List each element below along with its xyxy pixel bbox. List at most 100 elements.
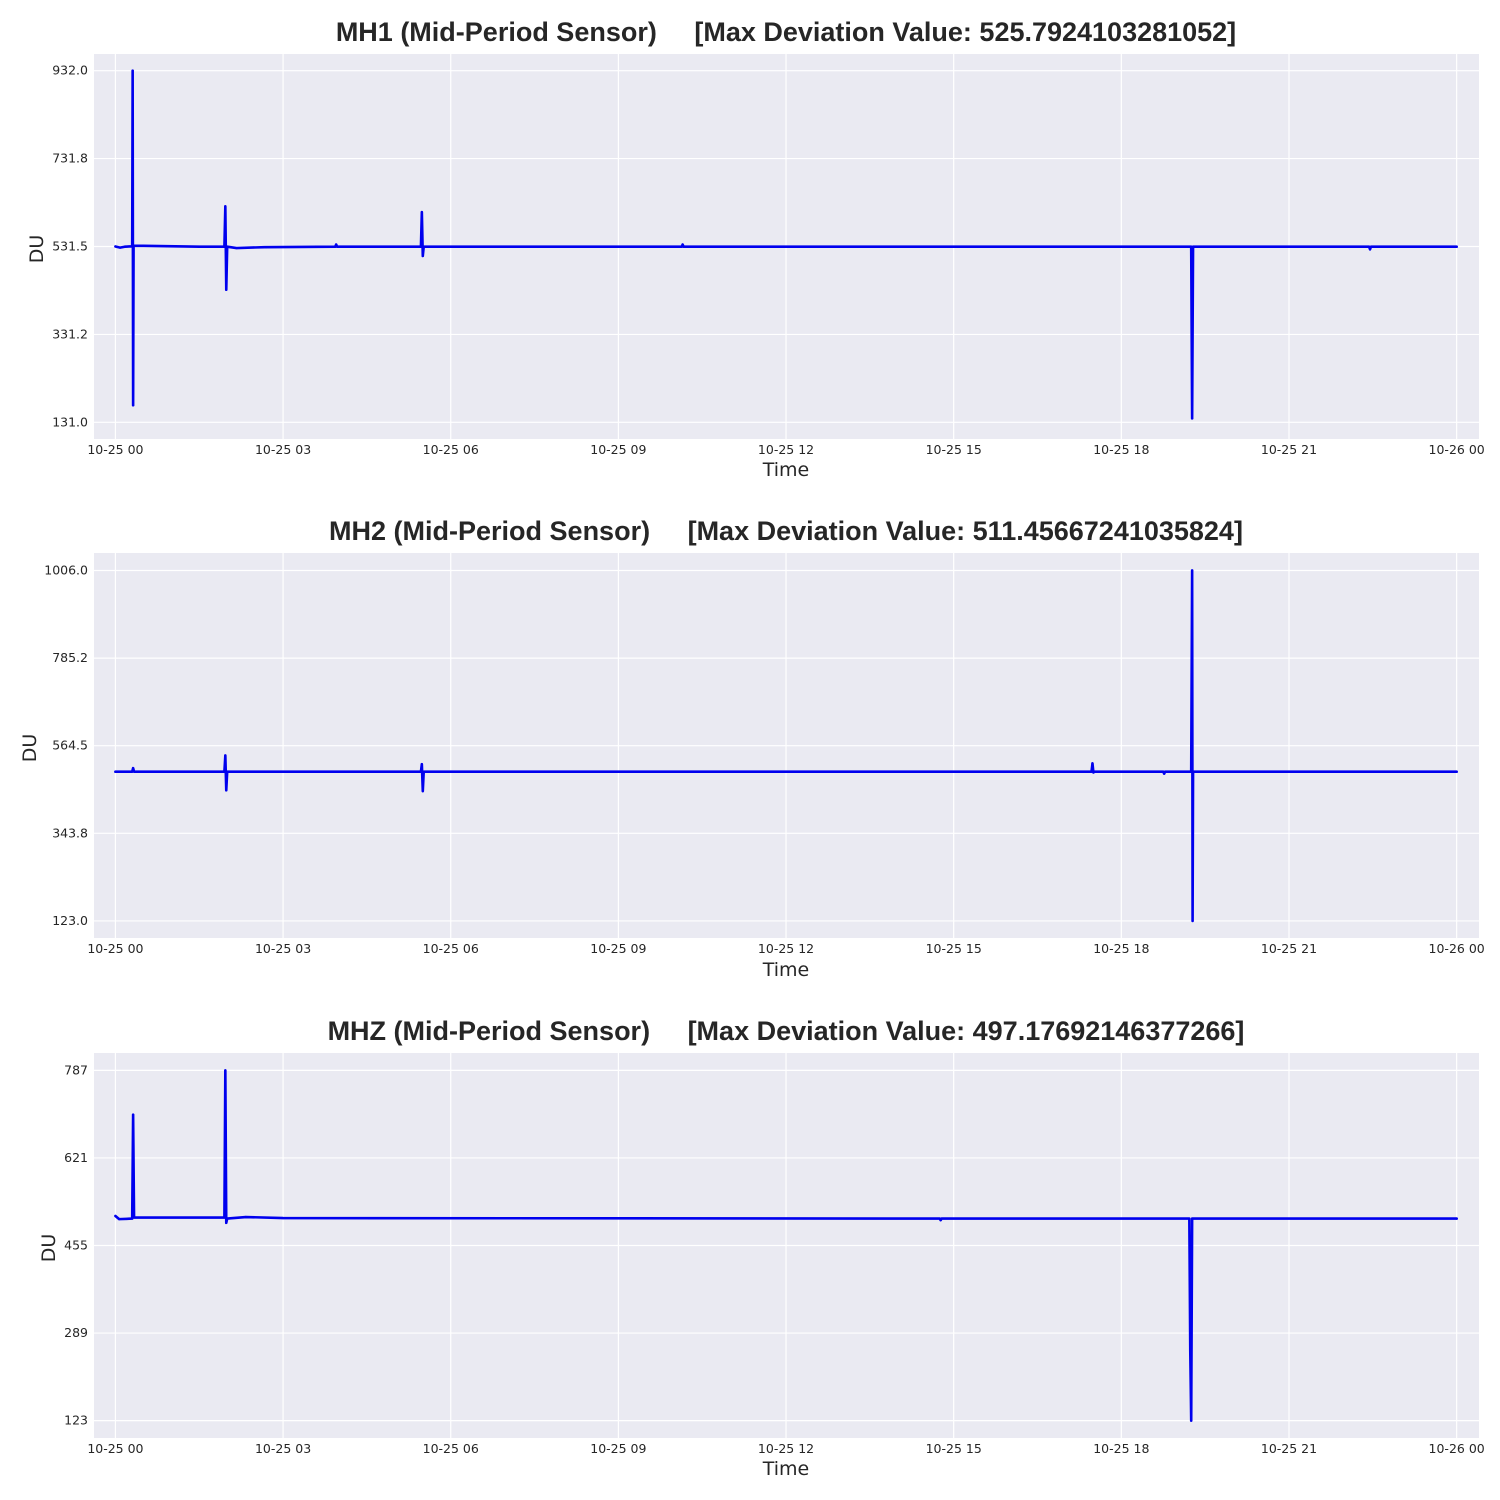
data-point <box>223 245 226 248</box>
data-point <box>420 763 423 766</box>
data-point <box>1191 1217 1194 1220</box>
data-point <box>225 288 228 291</box>
y-tick-label: 932.0 <box>52 63 88 78</box>
data-point <box>118 246 122 249</box>
x-tick-label: 10-25 15 <box>926 941 982 956</box>
y-tick-label: 343.8 <box>52 825 88 840</box>
data-point <box>123 245 126 248</box>
y-tick-label: 787 <box>64 1062 88 1077</box>
series-line <box>114 69 1458 420</box>
data-point <box>114 245 117 248</box>
data-point <box>1164 770 1167 773</box>
y-axis-label: DU <box>19 734 41 763</box>
data-point <box>681 243 684 246</box>
y-tick-label: 455 <box>64 1238 88 1253</box>
data-point <box>225 1221 228 1224</box>
x-axis-label: Time <box>762 459 810 481</box>
data-point <box>1090 770 1093 773</box>
data-point <box>1455 770 1458 773</box>
x-tick-label: 10-25 03 <box>255 941 311 956</box>
data-point <box>198 245 201 248</box>
data-point <box>940 1217 943 1220</box>
data-point <box>1191 245 1195 248</box>
data-point <box>1188 1217 1191 1220</box>
data-point <box>235 246 238 250</box>
data-point <box>132 244 135 247</box>
data-point <box>1189 1349 1192 1353</box>
x-tick-label: 10-25 12 <box>758 1441 814 1456</box>
y-axis-label: DU <box>26 235 48 264</box>
data-point <box>281 1216 285 1220</box>
data-point <box>131 1217 134 1220</box>
data-point <box>1190 245 1193 248</box>
x-tick-label: 10-25 18 <box>1093 1441 1149 1456</box>
x-tick-label: 10-25 06 <box>423 1441 479 1456</box>
x-axis-label: Time <box>762 1458 810 1480</box>
data-point <box>114 1214 117 1218</box>
panel-mh1: MH1 (Mid-Period Sensor) [Max Deviation V… <box>26 17 1485 481</box>
y-tick-label: 785.2 <box>52 650 88 665</box>
data-point <box>682 245 685 248</box>
data-point <box>225 789 228 792</box>
data-point <box>114 770 117 773</box>
data-point <box>132 770 136 773</box>
data-point <box>131 770 134 773</box>
x-tick-label: 10-25 03 <box>255 442 311 457</box>
data-point <box>131 69 134 72</box>
series-line <box>114 569 1458 923</box>
y-axis-label: DU <box>38 1234 60 1263</box>
data-point <box>132 1216 136 1219</box>
data-point <box>1455 1217 1458 1220</box>
data-point <box>422 770 425 773</box>
x-tick-label: 10-25 21 <box>1261 941 1317 956</box>
data-point <box>421 790 424 793</box>
data-point <box>1369 245 1373 248</box>
data-point <box>1191 770 1195 773</box>
data-point <box>223 770 226 773</box>
y-tick-label: 131.0 <box>52 414 88 429</box>
y-tick-label: 731.8 <box>52 151 88 166</box>
panel-mh2: MH2 (Mid-Period Sensor) [Max Deviation V… <box>19 516 1485 981</box>
data-point <box>1191 569 1194 572</box>
x-tick-label: 10-25 21 <box>1261 1441 1317 1456</box>
data-point <box>422 245 425 248</box>
x-tick-label: 10-25 06 <box>423 941 479 956</box>
data-point <box>420 210 423 214</box>
panel-title: MHZ (Mid-Period Sensor) [Max Deviation V… <box>328 1016 1245 1046</box>
data-point <box>335 243 338 246</box>
data-point <box>1367 245 1371 248</box>
data-point <box>226 1217 229 1220</box>
x-axis-label: Time <box>762 959 810 981</box>
data-point <box>1191 417 1194 420</box>
data-point <box>1190 770 1193 773</box>
data-point <box>263 246 266 249</box>
data-point <box>118 1218 121 1221</box>
x-tick-label: 10-25 21 <box>1261 442 1317 457</box>
x-tick-label: 10-25 12 <box>758 442 814 457</box>
x-tick-label: 10-25 18 <box>1093 442 1149 457</box>
y-tick-label: 123.0 <box>52 913 88 928</box>
y-tick-label: 531.5 <box>52 239 88 254</box>
x-tick-label: 10-26 00 <box>1429 442 1485 457</box>
data-point <box>132 767 135 770</box>
x-tick-label: 10-26 00 <box>1429 1441 1485 1456</box>
x-tick-label: 10-25 09 <box>590 941 646 956</box>
data-point <box>1191 919 1194 923</box>
data-point <box>1091 762 1094 765</box>
y-tick-label: 123 <box>64 1413 88 1428</box>
data-point <box>1093 770 1096 773</box>
data-point <box>224 754 227 757</box>
y-tick-label: 621 <box>64 1150 88 1165</box>
data-point <box>223 1216 226 1219</box>
data-point <box>334 245 337 248</box>
y-tick-label: 1006.0 <box>44 562 88 577</box>
data-point <box>226 770 229 773</box>
data-point <box>1368 248 1372 251</box>
x-tick-label: 10-25 15 <box>926 1441 982 1456</box>
panel-title: MH2 (Mid-Period Sensor) [Max Deviation V… <box>329 516 1243 546</box>
data-point <box>336 245 339 248</box>
data-point <box>419 770 423 773</box>
data-point <box>224 1069 227 1072</box>
data-point <box>680 245 683 248</box>
